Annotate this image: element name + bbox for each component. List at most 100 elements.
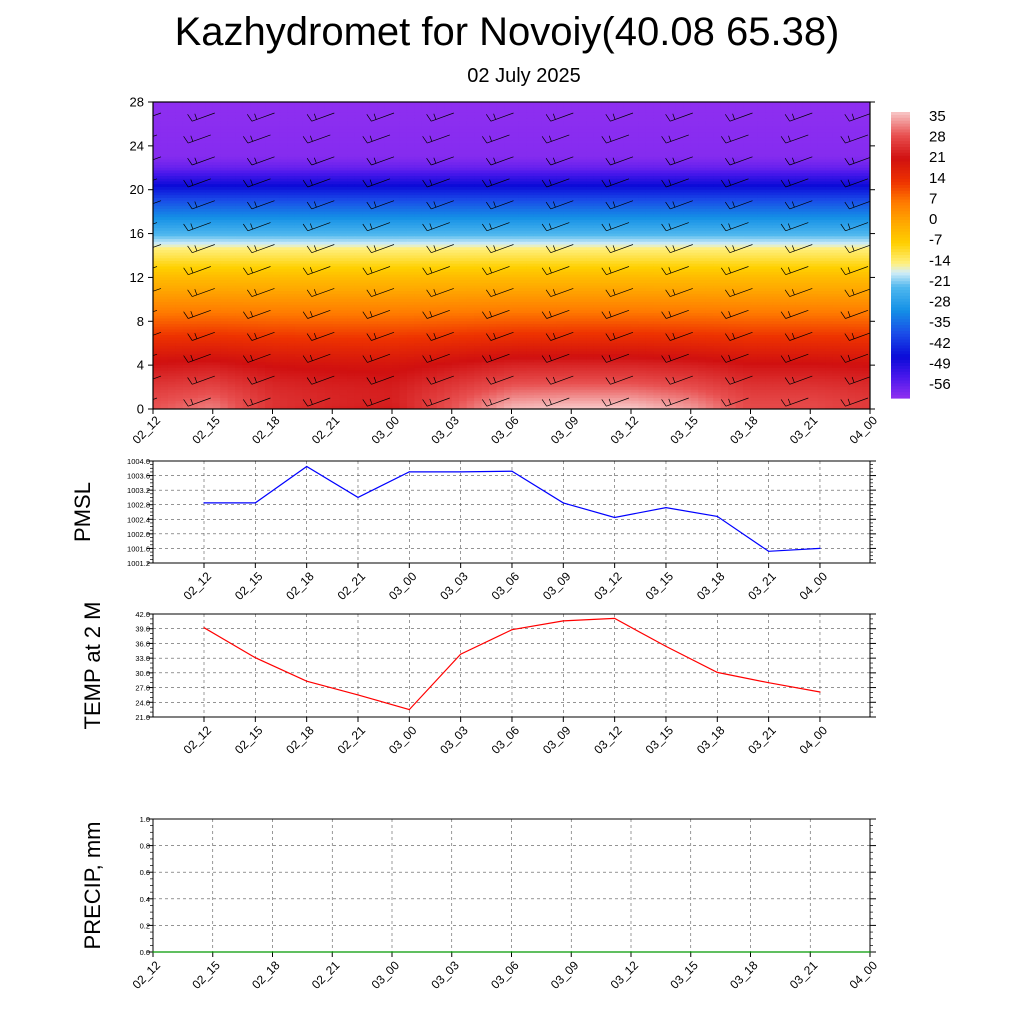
- heatmap-cell: [220, 189, 229, 194]
- heatmap-cell: [332, 236, 341, 240]
- heatmap-cell: [190, 173, 199, 177]
- heatmap-cell: [533, 181, 542, 185]
- heatmap-cell: [459, 148, 468, 152]
- heatmap-cell: [608, 151, 617, 155]
- heatmap-cell: [795, 102, 804, 106]
- heatmap-cell: [855, 186, 864, 191]
- heatmap-cell: [571, 236, 580, 240]
- heatmap-cell: [668, 123, 677, 128]
- heatmap-cell: [175, 173, 184, 177]
- heatmap-cell: [810, 129, 819, 133]
- heatmap-cell: [377, 140, 386, 144]
- heatmap-cell: [451, 112, 460, 117]
- heatmap-cell: [623, 217, 632, 221]
- heatmap-cell: [182, 167, 191, 172]
- heatmap-cell: [578, 217, 587, 221]
- heatmap-cell: [683, 206, 692, 210]
- heatmap-cell: [466, 115, 475, 120]
- heatmap-cell: [556, 214, 565, 218]
- heatmap-cell: [369, 126, 378, 131]
- heatmap-cell: [160, 200, 169, 205]
- heatmap-cell: [354, 173, 363, 177]
- heatmap-cell: [675, 200, 684, 205]
- heatmap-cell: [250, 151, 259, 155]
- heatmap-cell: [586, 197, 595, 202]
- heatmap-cell: [399, 132, 408, 136]
- heatmap-cell: [705, 102, 714, 106]
- heatmap-cell: [750, 211, 759, 215]
- heatmap-cell: [631, 129, 640, 133]
- heatmap-cell: [414, 151, 423, 155]
- heatmap-cell: [511, 154, 520, 158]
- heatmap-cell: [324, 123, 333, 128]
- heatmap-cell: [765, 140, 774, 144]
- heatmap-cell: [436, 110, 445, 114]
- heatmap-cell: [787, 197, 796, 202]
- heatmap-cell: [743, 233, 752, 237]
- heatmap-cell: [235, 217, 244, 221]
- heatmap-cell: [212, 121, 221, 125]
- heatmap-cell: [481, 140, 490, 144]
- heatmap-cell: [750, 241, 759, 246]
- heatmap-cell: [683, 123, 692, 128]
- heatmap-cell: [511, 151, 520, 155]
- heatmap-cell: [354, 178, 363, 183]
- heatmap-cell: [347, 170, 356, 174]
- heatmap-cell: [384, 159, 393, 163]
- heatmap-cell: [369, 225, 378, 229]
- heatmap-cell: [287, 112, 296, 117]
- heatmap-cell: [526, 173, 535, 177]
- heatmap-cell: [369, 107, 378, 111]
- heatmap-cell: [705, 222, 714, 226]
- heatmap-cell: [698, 197, 707, 202]
- heatmap-cell: [638, 126, 647, 131]
- heatmap-cell: [750, 151, 759, 155]
- heatmap-cell: [429, 197, 438, 202]
- heatmap-cell: [406, 151, 416, 155]
- heatmap-cell: [668, 203, 677, 207]
- heatmap-cell: [631, 110, 640, 114]
- heatmap-cell: [690, 156, 699, 161]
- heatmap-cell: [690, 189, 699, 194]
- heatmap-cell: [392, 217, 401, 221]
- heatmap-cell: [750, 181, 759, 185]
- heatmap-cell: [675, 208, 684, 213]
- heatmap-cell: [414, 211, 423, 215]
- heatmap-cell: [459, 112, 468, 117]
- heatmap-cell: [362, 217, 371, 221]
- heatmap-cell: [153, 104, 162, 109]
- heatmap-cell: [571, 110, 580, 114]
- heatmap-cell: [728, 178, 737, 183]
- heatmap-cell: [406, 165, 416, 169]
- heatmap-cell: [855, 176, 864, 180]
- heatmap-cell: [623, 148, 632, 152]
- heatmap-cell: [526, 156, 535, 161]
- heatmap-cell: [250, 140, 259, 144]
- heatmap-cell: [601, 222, 610, 226]
- heatmap-cell: [451, 217, 460, 221]
- heatmap-cell: [825, 195, 834, 199]
- heatmap-cell: [750, 239, 759, 243]
- heatmap-cell: [175, 214, 184, 218]
- heatmap-cell: [660, 126, 669, 131]
- heatmap-cell: [578, 186, 587, 191]
- heatmap-cell: [496, 154, 505, 158]
- heatmap-cell: [713, 129, 722, 133]
- heatmap-cell: [840, 178, 849, 183]
- heatmap-cell: [406, 225, 416, 229]
- heatmap-cell: [675, 129, 684, 133]
- heatmap-cell: [757, 217, 767, 221]
- heatmap-cell: [653, 121, 662, 125]
- heatmap-cell: [504, 123, 513, 128]
- heatmap-cell: [533, 178, 542, 183]
- heatmap-cell: [324, 230, 333, 235]
- heatmap-cell: [616, 225, 625, 229]
- heatmap-cell: [257, 123, 266, 128]
- heatmap-cell: [182, 197, 191, 202]
- heatmap-cell: [369, 134, 378, 139]
- heatmap-cell: [451, 129, 460, 133]
- heatmap-cell: [205, 104, 214, 109]
- heatmap-cell: [705, 206, 714, 210]
- heatmap-cell: [795, 107, 804, 111]
- heatmap-cell: [855, 121, 864, 125]
